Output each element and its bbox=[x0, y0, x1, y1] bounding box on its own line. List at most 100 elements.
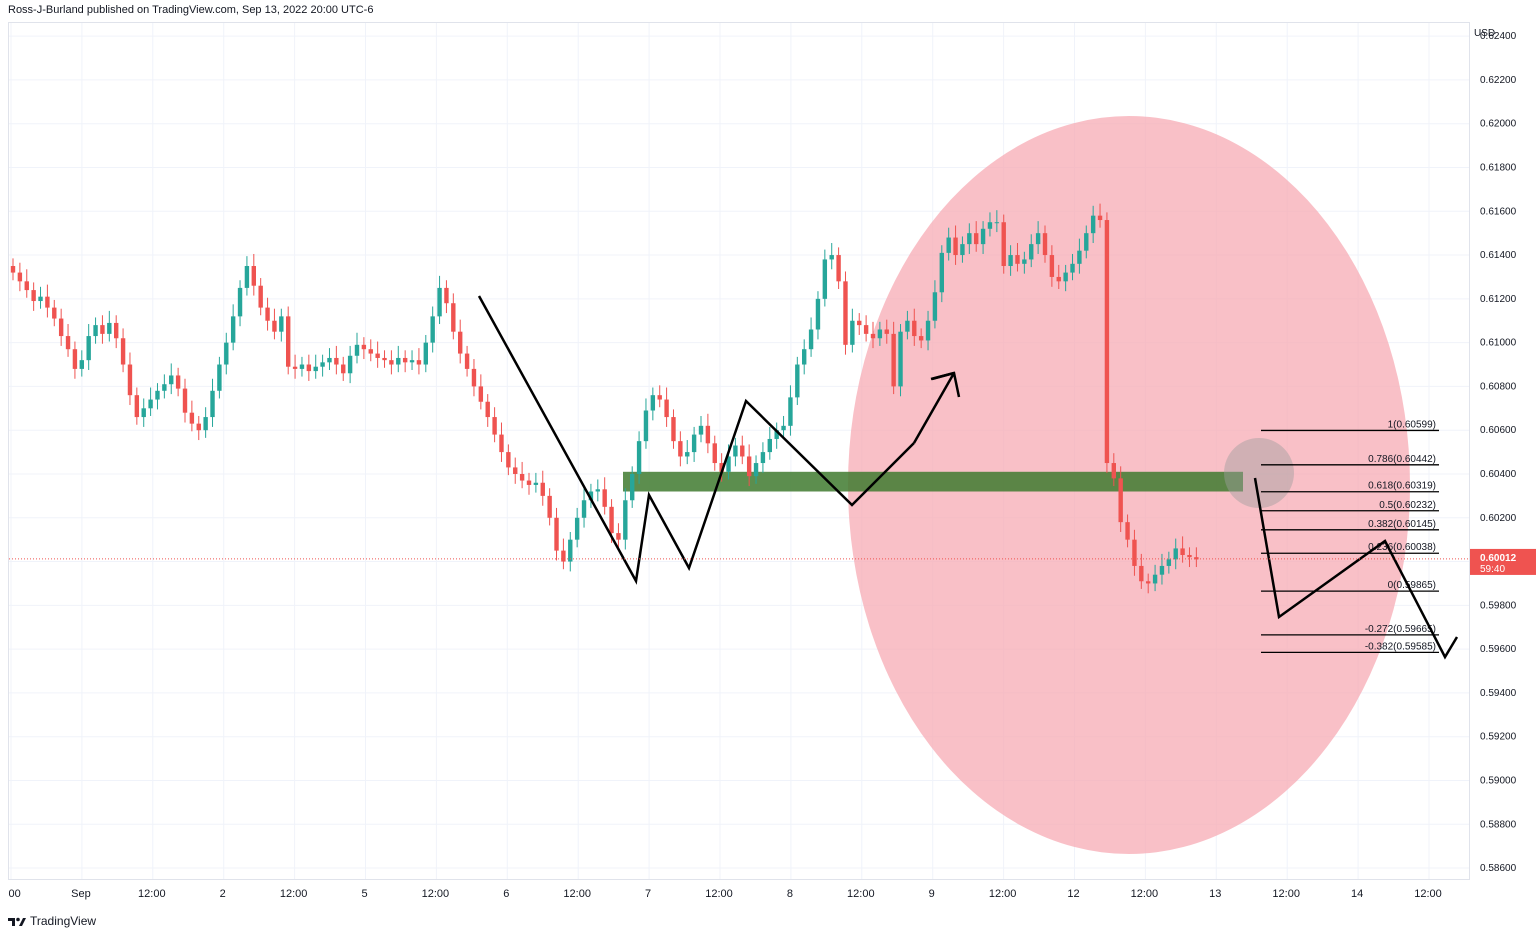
candle-body bbox=[292, 366, 298, 369]
candle-body bbox=[540, 482, 545, 496]
candle-body bbox=[691, 434, 697, 453]
time-axis[interactable]: 2:00 Sep 12:00 2 12:00 5 12:00 6 12:00 7 12:00 8 12:… bbox=[0, 880, 1470, 908]
candle-body bbox=[258, 285, 263, 308]
candle-body bbox=[650, 395, 656, 411]
candle-body bbox=[960, 244, 965, 256]
candle-body bbox=[912, 320, 917, 337]
candle-body bbox=[361, 344, 367, 350]
candle-body bbox=[313, 366, 318, 372]
candle-body bbox=[134, 395, 140, 418]
time-tick-label: 12:00 bbox=[1131, 888, 1159, 900]
candle-body bbox=[1029, 244, 1034, 260]
candle-body bbox=[987, 222, 993, 229]
arrow-up-head bbox=[931, 371, 961, 398]
candle-body bbox=[1001, 222, 1006, 267]
candle-body bbox=[636, 441, 642, 474]
candle-body bbox=[746, 456, 752, 477]
chart-pane[interactable]: 1(0.60599) 0.786(0.60442) 0.618(0.60319) 0.… bbox=[8, 22, 1470, 880]
candle-body bbox=[616, 533, 621, 540]
candle-body bbox=[155, 390, 160, 400]
candle-body bbox=[396, 357, 401, 365]
time-tick-label: 12:00 bbox=[563, 888, 591, 900]
candle-body bbox=[925, 320, 931, 341]
candle-body bbox=[671, 417, 676, 442]
candle-body bbox=[953, 237, 958, 256]
candle-body bbox=[767, 438, 772, 453]
candle-body bbox=[430, 316, 435, 343]
candle-body bbox=[1063, 272, 1068, 282]
price-tick-label: 0.62200 bbox=[1480, 75, 1517, 86]
candle-body bbox=[836, 255, 841, 282]
candle-body bbox=[554, 517, 559, 551]
candle-body bbox=[1111, 463, 1116, 479]
candle-body bbox=[451, 303, 456, 332]
candle-body bbox=[224, 342, 229, 365]
candle-body bbox=[17, 272, 23, 282]
candle-body bbox=[740, 445, 745, 457]
price-tick-label: 0.58800 bbox=[1480, 819, 1517, 830]
candle-body bbox=[829, 255, 834, 260]
candle-body bbox=[148, 399, 153, 409]
candle-body bbox=[189, 412, 195, 424]
tradingview-footer[interactable]: TradingView bbox=[8, 914, 96, 928]
candle-body bbox=[79, 360, 84, 369]
price-tick-label: 0.61400 bbox=[1480, 250, 1517, 261]
candle-body bbox=[1008, 255, 1013, 267]
candle-body bbox=[464, 353, 470, 369]
candle-body bbox=[1077, 250, 1082, 264]
price-chart[interactable]: 1(0.60599) 0.786(0.60442) 0.618(0.60319) 0.… bbox=[9, 23, 1469, 879]
candle-body bbox=[877, 329, 883, 339]
candle-body bbox=[588, 491, 594, 501]
candle-body bbox=[863, 325, 869, 334]
time-tick-label: 9 bbox=[929, 888, 935, 900]
candle-body bbox=[265, 307, 270, 321]
candle-body bbox=[1097, 215, 1103, 221]
candle-body bbox=[478, 386, 484, 402]
time-tick-label: 12:00 bbox=[422, 888, 450, 900]
candle-body bbox=[375, 353, 380, 358]
candle-body bbox=[327, 357, 332, 363]
candle-body bbox=[753, 463, 759, 477]
fib-level-label: 0.618(0.60319) bbox=[1368, 481, 1436, 492]
fib-level-label: 0.236(0.60038) bbox=[1368, 542, 1436, 553]
candle-body bbox=[471, 368, 477, 387]
price-tick-label: 0.59200 bbox=[1480, 732, 1517, 743]
fib-level-label: 0.5(0.60232) bbox=[1379, 500, 1436, 511]
candle-body bbox=[230, 316, 236, 343]
candle-body bbox=[210, 390, 215, 418]
candle-body bbox=[526, 480, 532, 485]
candle-body bbox=[444, 287, 449, 304]
time-tick-label: 14 bbox=[1351, 888, 1363, 900]
candle-body bbox=[513, 467, 518, 474]
candle-body bbox=[402, 357, 408, 363]
candle-body bbox=[120, 338, 126, 365]
candle-body bbox=[423, 342, 428, 365]
candle-body bbox=[698, 425, 704, 435]
candle-body bbox=[664, 399, 669, 418]
time-tick-label: 12:00 bbox=[989, 888, 1017, 900]
candle-body bbox=[1132, 539, 1137, 566]
candle-body bbox=[1070, 263, 1075, 273]
time-tick-label: 13 bbox=[1209, 888, 1221, 900]
time-tick-label: 12:00 bbox=[280, 888, 308, 900]
time-tick-label: 2 bbox=[220, 888, 226, 900]
candle-body bbox=[561, 550, 566, 562]
foreground-drawings: 1(0.60599) 0.786(0.60442) 0.618(0.60319) 0.… bbox=[9, 295, 1469, 660]
candle-body bbox=[1104, 220, 1110, 464]
candle-body bbox=[217, 364, 222, 391]
candle-body bbox=[1042, 233, 1048, 256]
candle-body bbox=[485, 401, 490, 418]
price-axis[interactable]: USD 0.62400 0.62200 0.62000 0.61800 0.61600 0.… bbox=[1470, 22, 1536, 880]
candle-body bbox=[127, 364, 133, 396]
candle-body bbox=[574, 517, 580, 540]
price-tick-label: 0.60200 bbox=[1480, 513, 1517, 524]
projection-path bbox=[1253, 477, 1459, 660]
background-drawings bbox=[623, 116, 1410, 854]
candle-body bbox=[788, 397, 793, 426]
candle-body bbox=[802, 349, 807, 365]
candle-body bbox=[994, 222, 1000, 224]
candle-body bbox=[602, 489, 607, 507]
candle-body bbox=[898, 331, 903, 387]
candle-body bbox=[595, 489, 600, 492]
